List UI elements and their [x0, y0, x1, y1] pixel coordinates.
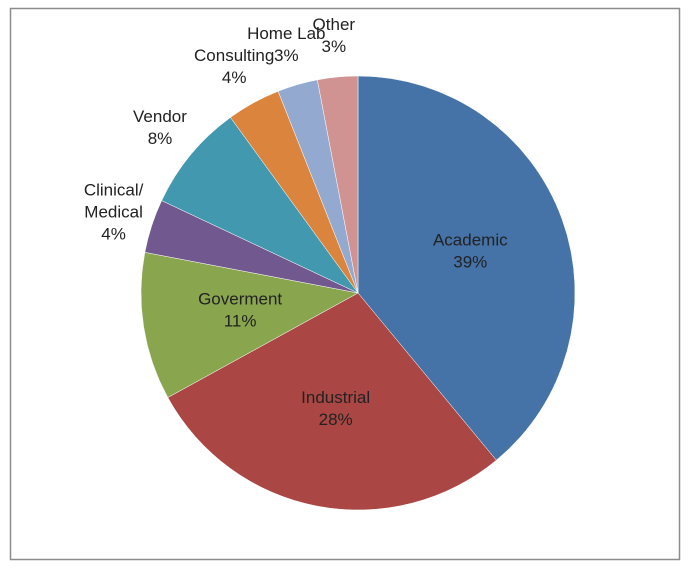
- pie-slice: [317, 75, 359, 294]
- slice-value-label: 3%: [322, 38, 347, 57]
- slice-label: Clinical/Medical: [84, 181, 144, 222]
- slice-label: Academic: [433, 231, 508, 250]
- slice-value-label: 28%: [319, 411, 353, 430]
- slice-label: Goverment: [198, 290, 282, 309]
- pie-slice: [357, 75, 576, 461]
- slice-label: Industrial: [301, 389, 370, 408]
- slice-label: Other: [313, 16, 356, 35]
- slice-label: Consulting: [194, 46, 274, 65]
- pie-slice: [167, 292, 497, 511]
- pie-slice: [140, 252, 359, 398]
- slice-value-label: 8%: [148, 130, 173, 149]
- slice-value-label: 11%: [224, 312, 257, 331]
- slice-value-label: 4%: [101, 225, 126, 244]
- slice-value-label: 39%: [453, 253, 487, 272]
- slice-label: Home Lab: [247, 25, 325, 44]
- slice-label: Vendor: [133, 108, 187, 127]
- slice-value-label: 4%: [222, 68, 247, 87]
- pie-slice: [161, 117, 359, 294]
- slice-value-label: 3%: [274, 47, 299, 66]
